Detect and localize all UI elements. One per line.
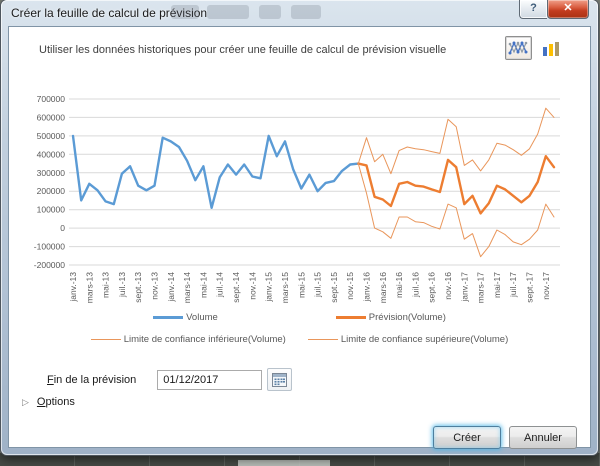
svg-text:mai-17: mai-17	[492, 272, 502, 298]
svg-text:mai-15: mai-15	[296, 272, 306, 298]
background-ghost-icon	[171, 5, 199, 19]
legend-item-upper-bound[interactable]: Limite de confiance supérieure(Volume)	[307, 334, 509, 345]
svg-text:nov.-16: nov.-16	[443, 272, 453, 300]
svg-text:juil.-16: juil.-16	[410, 272, 420, 298]
svg-text:300000: 300000	[37, 168, 66, 178]
legend-item-forecast[interactable]: Prévision(Volume)	[335, 312, 446, 323]
svg-text:mai-16: mai-16	[394, 272, 404, 298]
svg-text:janv.-16: janv.-16	[362, 272, 372, 303]
forecast-end-row: Fin de la prévision	[47, 368, 293, 391]
dialog-content: Utiliser les données historiques pour cr…	[8, 26, 591, 449]
chart-type-switcher	[505, 36, 563, 60]
calendar-button[interactable]	[267, 368, 293, 391]
legend-item-lower-bound[interactable]: Limite de confiance inférieure(Volume)	[90, 334, 286, 345]
svg-text:-200000: -200000	[34, 260, 65, 270]
svg-text:-100000: -100000	[34, 242, 65, 252]
excel-background-row	[0, 453, 600, 466]
svg-text:mars-14: mars-14	[182, 272, 192, 303]
svg-text:mars-13: mars-13	[84, 272, 94, 303]
svg-text:400000: 400000	[37, 149, 66, 159]
svg-text:mai-13: mai-13	[101, 272, 111, 298]
legend-label: Limite de confiance inférieure(Volume)	[123, 334, 286, 345]
expander-triangle-icon: ▷	[22, 396, 29, 407]
svg-text:sept.-17: sept.-17	[525, 272, 535, 303]
forecast-chart: 700000 600000 500000 400000 300000 200000 1000…	[34, 94, 560, 303]
legend-line-sample	[335, 316, 366, 319]
legend-line-sample	[90, 339, 121, 340]
help-button[interactable]: ?	[519, 0, 547, 19]
svg-text:juil.-13: juil.-13	[117, 272, 127, 298]
legend-line-sample	[307, 339, 338, 340]
dialog-footer: Créer Annuler	[433, 426, 577, 449]
forecast-end-label: Fin de la prévision	[47, 373, 137, 386]
svg-text:janv.-15: janv.-15	[264, 272, 274, 303]
svg-text:nov.-13: nov.-13	[150, 272, 160, 300]
svg-text:janv.-17: janv.-17	[459, 272, 469, 303]
dialog-system-buttons: ? ✕	[519, 0, 589, 19]
svg-text:sept.-13: sept.-13	[133, 272, 143, 303]
dialog-description: Utiliser les données historiques pour cr…	[39, 44, 447, 56]
svg-text:juil.-14: juil.-14	[215, 272, 225, 298]
svg-text:mars-16: mars-16	[378, 272, 388, 303]
svg-text:nov.-15: nov.-15	[345, 272, 355, 300]
line-chart-type-button[interactable]	[505, 36, 532, 60]
svg-text:nov.-14: nov.-14	[247, 272, 257, 300]
svg-text:janv.-13: janv.-13	[68, 272, 78, 303]
dialog-title: Créer la feuille de calcul de prévision	[11, 6, 208, 20]
close-button[interactable]: ✕	[547, 0, 589, 19]
svg-text:juil.-17: juil.-17	[508, 272, 518, 298]
help-icon: ?	[530, 2, 537, 14]
bar-chart-type-button[interactable]	[539, 36, 563, 60]
svg-text:0: 0	[60, 223, 65, 233]
forecast-end-input[interactable]	[157, 369, 263, 390]
svg-text:sept.-14: sept.-14	[231, 272, 241, 303]
svg-text:600000: 600000	[37, 112, 66, 122]
svg-text:nov.-17: nov.-17	[541, 272, 551, 300]
cancel-button[interactable]: Annuler	[509, 426, 577, 449]
options-expander[interactable]: ▷ Options	[22, 396, 75, 408]
svg-text:sept.-15: sept.-15	[329, 272, 339, 303]
legend-label: Limite de confiance supérieure(Volume)	[340, 334, 509, 345]
create-button[interactable]: Créer	[433, 426, 501, 449]
background-ghost-icon	[259, 5, 281, 19]
svg-text:200000: 200000	[37, 186, 66, 196]
bar-chart-icon	[543, 42, 559, 56]
options-label: Options	[36, 396, 75, 408]
svg-text:sept.-16: sept.-16	[427, 272, 437, 303]
calendar-icon	[272, 372, 288, 387]
dialog-titlebar[interactable]: Créer la feuille de calcul de prévision	[1, 0, 598, 26]
legend-label: Volume	[186, 312, 218, 323]
svg-text:500000: 500000	[37, 131, 66, 141]
svg-text:700000: 700000	[37, 94, 66, 104]
svg-text:juil.-15: juil.-15	[313, 272, 323, 298]
close-icon: ✕	[563, 2, 573, 14]
legend-item-volume[interactable]: Volume	[153, 312, 218, 323]
svg-text:mai-14: mai-14	[198, 272, 208, 298]
svg-text:mars-17: mars-17	[476, 272, 486, 303]
forecast-dialog: Créer la feuille de calcul de prévision …	[1, 0, 598, 455]
chart-legend: Volume Prévision(Volume) Limite de confi…	[9, 312, 590, 345]
line-chart-icon	[508, 41, 528, 55]
svg-text:100000: 100000	[37, 205, 66, 215]
svg-text:janv.-14: janv.-14	[166, 272, 176, 303]
legend-label: Prévision(Volume)	[368, 312, 446, 323]
svg-text:mars-15: mars-15	[280, 272, 290, 303]
legend-line-sample	[153, 316, 184, 319]
excel-background-cell	[238, 460, 330, 466]
background-ghost-icon	[291, 5, 321, 19]
background-ghost-icon	[207, 5, 249, 19]
